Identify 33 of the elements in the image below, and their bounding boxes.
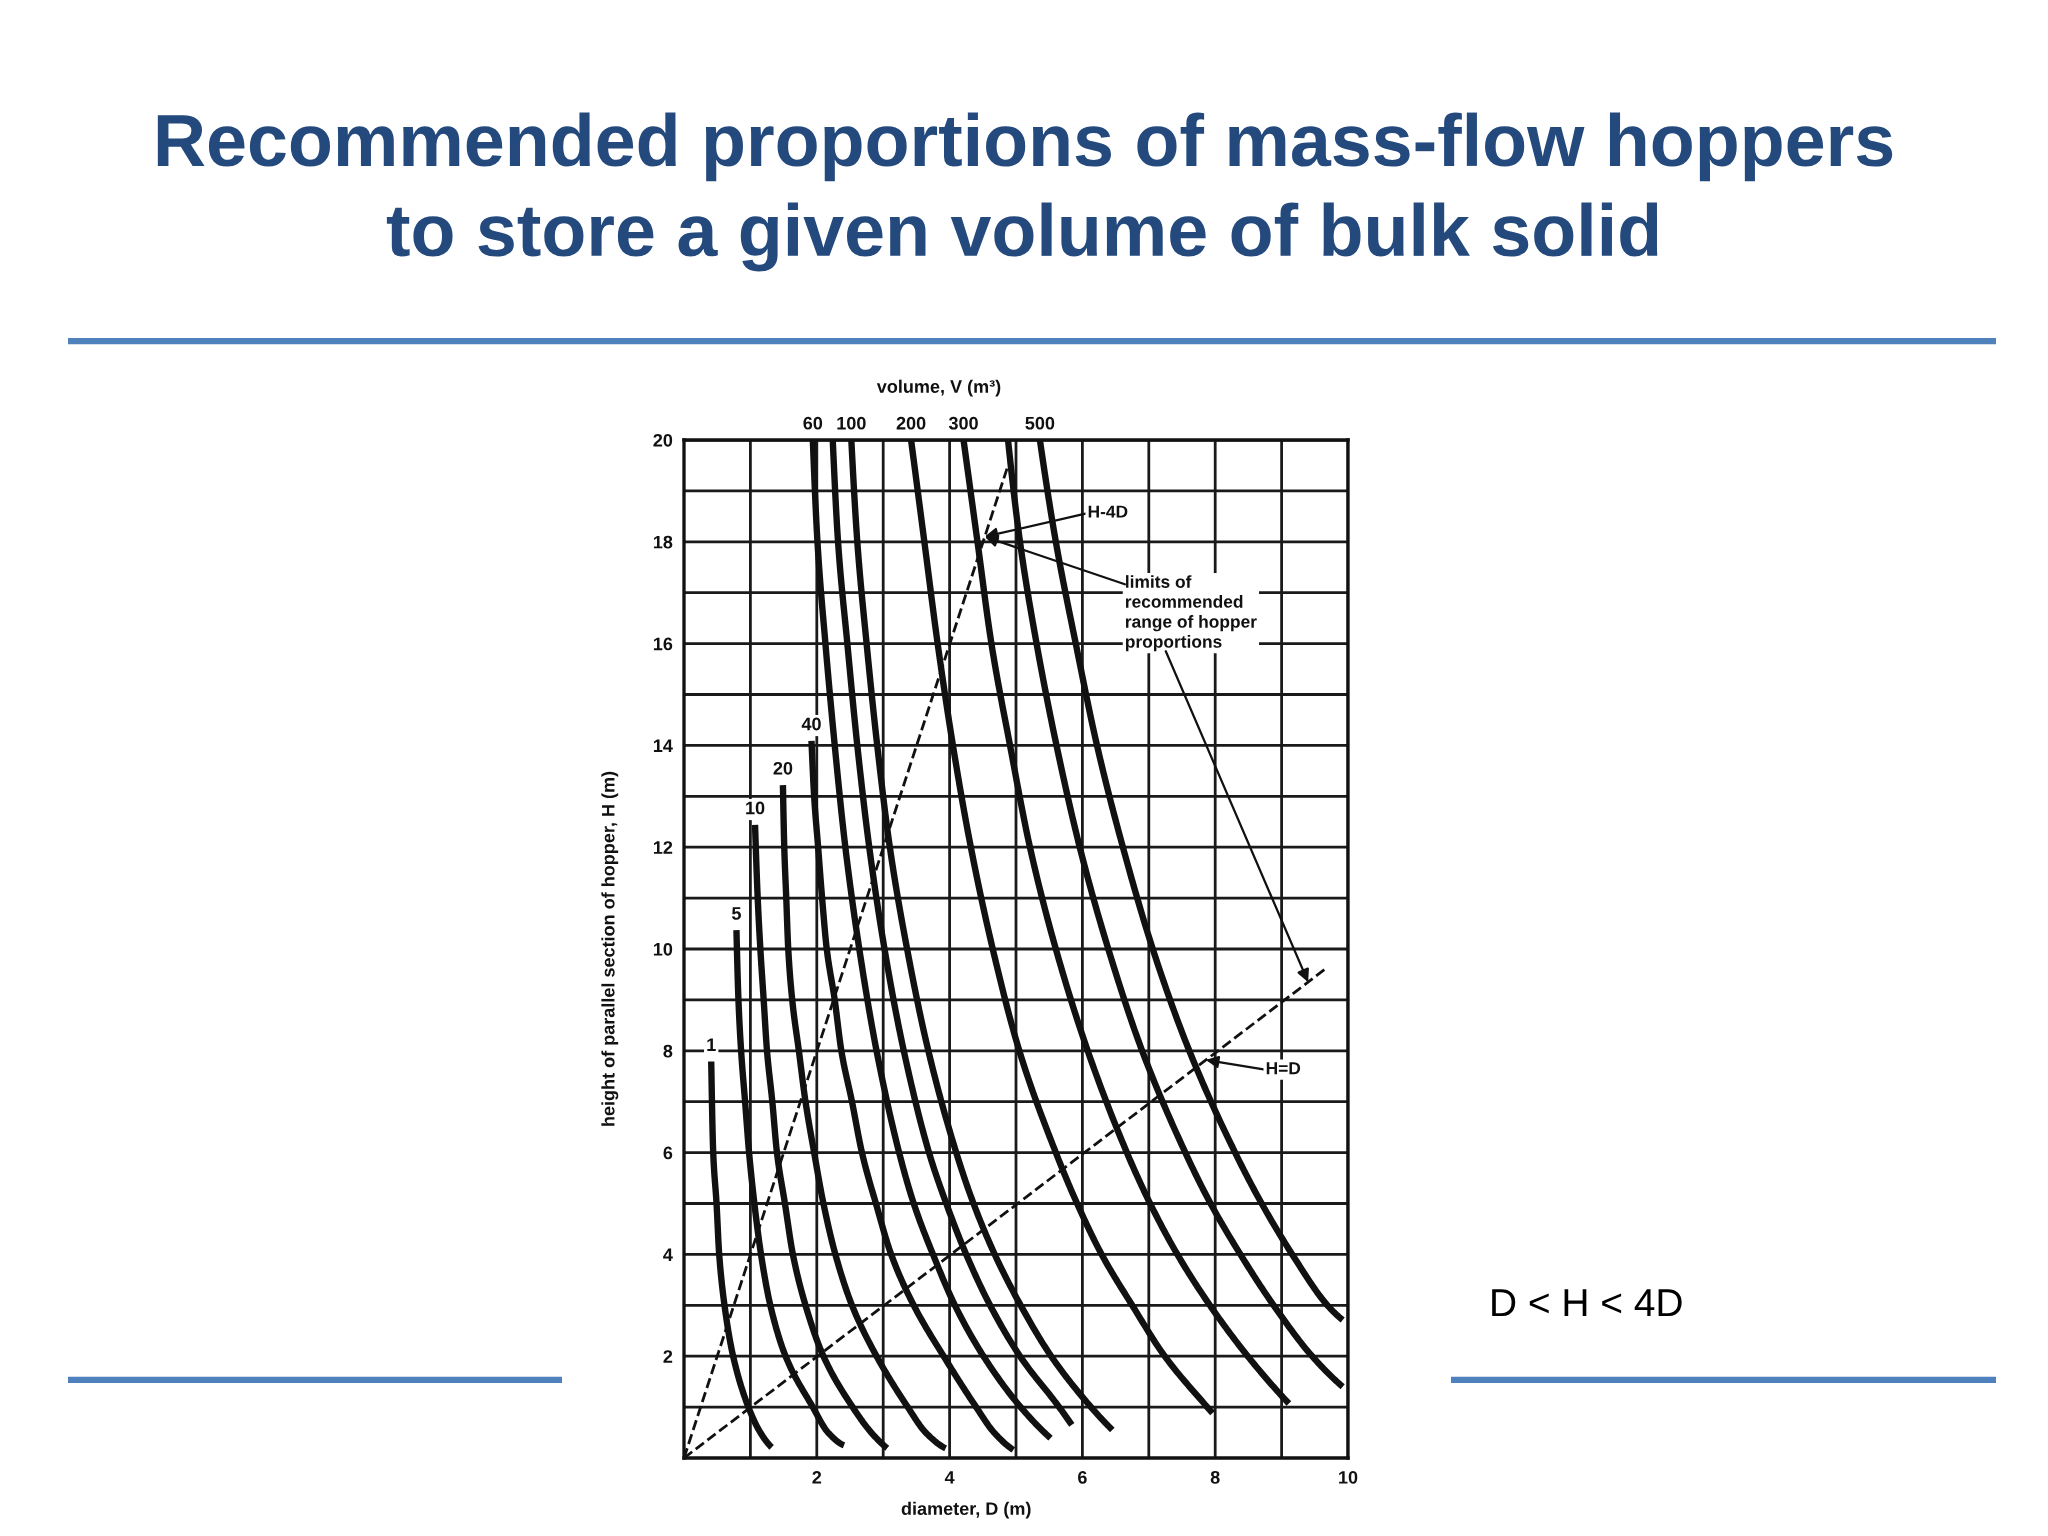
series-label: 5 xyxy=(731,907,741,920)
chart-title: Recommended proportions of mass-flow hoppers to store a given volume of bulk solid xyxy=(157,112,1893,272)
series-label: 300 xyxy=(948,416,978,430)
x-tick-label: 6 xyxy=(1078,1470,1087,1484)
series-label: 500 xyxy=(1025,416,1055,430)
y-tick-label: 16 xyxy=(653,637,673,651)
y-tick-label: 12 xyxy=(653,841,673,854)
y-tick-label: 10 xyxy=(653,942,673,956)
series-label: 10 xyxy=(746,801,765,815)
y-tick-label: 14 xyxy=(653,739,673,752)
y-axis-title: height of parallel section of hopper, H (m) xyxy=(601,771,619,1126)
y-tick-label: 6 xyxy=(663,1146,673,1160)
x-tick-label: 2 xyxy=(812,1470,822,1484)
x-tick-label: 10 xyxy=(1339,1470,1358,1484)
annotation: H-4D xyxy=(1088,505,1128,518)
annotation: limits of recommended range of hopper proportions xyxy=(1125,575,1257,652)
series-label: 60 xyxy=(803,416,823,430)
series-label: 20 xyxy=(773,761,793,775)
series-label: 1 xyxy=(707,1038,716,1051)
text: volume, V (m³) xyxy=(876,379,1001,397)
y-tick-label: 2 xyxy=(663,1350,673,1363)
x-tick-label: 8 xyxy=(1210,1470,1220,1484)
text: D < H < 4D xyxy=(1492,1289,1682,1317)
series-label: 200 xyxy=(896,416,926,430)
y-tick-label: 4 xyxy=(663,1248,673,1261)
y-tick-label: 8 xyxy=(663,1044,673,1058)
y-tick-label: 18 xyxy=(653,535,673,549)
annotation: H=D xyxy=(1266,1062,1301,1075)
y-tick-label: 20 xyxy=(653,433,673,447)
x-axis-title: diameter, D (m) xyxy=(901,1501,1031,1519)
x-tick-label: 4 xyxy=(944,1471,955,1484)
series-label: 40 xyxy=(801,717,821,731)
series-label: 100 xyxy=(837,416,866,430)
